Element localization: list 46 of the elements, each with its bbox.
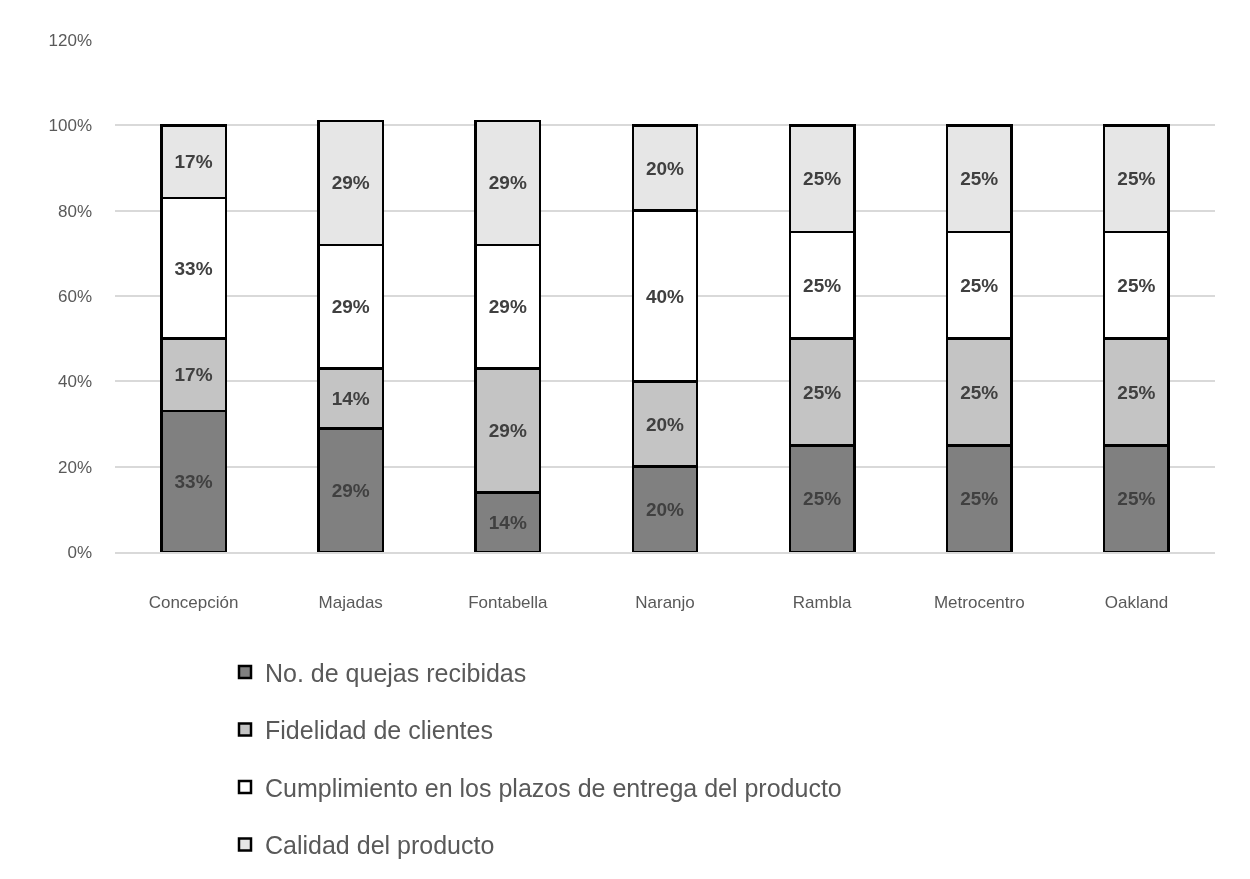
data-label: 25% <box>1117 274 1156 296</box>
data-label: 33% <box>174 257 213 279</box>
data-label: 17% <box>174 364 213 386</box>
y-tick-label: 40% <box>57 372 92 392</box>
data-label: 14% <box>331 387 370 409</box>
x-tick-label: Concepción <box>148 593 239 613</box>
legend-label: Calidad del producto <box>265 831 495 860</box>
legend-label: Cumplimiento en los plazos de entrega del producto <box>265 773 842 802</box>
y-tick-label: 20% <box>57 457 92 477</box>
data-label: 17% <box>174 151 213 173</box>
data-label: 25% <box>803 488 842 510</box>
x-tick-label: Fontabella <box>468 593 549 613</box>
legend-label: Fidelidad de clientes <box>265 716 493 745</box>
data-label: 25% <box>960 168 999 190</box>
y-tick-label: 100% <box>48 116 92 136</box>
data-label: 25% <box>803 381 842 403</box>
x-tick-label: Naranjo <box>635 593 695 613</box>
data-label: 29% <box>488 296 527 318</box>
legend-label: No. de quejas recibidas <box>265 658 527 687</box>
data-label: 29% <box>331 172 370 194</box>
data-label: 25% <box>960 274 999 296</box>
x-tick-label: Oakland <box>1104 593 1169 613</box>
data-label: 29% <box>488 419 527 441</box>
data-label: 25% <box>960 381 999 403</box>
x-tick-label: Majadas <box>318 593 383 613</box>
x-tick-label: Rambla <box>792 593 852 613</box>
data-label: 40% <box>645 285 685 307</box>
data-label: 14% <box>488 511 527 533</box>
data-label: 25% <box>960 488 999 510</box>
data-label: 29% <box>331 479 370 501</box>
data-label: 20% <box>645 157 685 179</box>
y-tick-label: 60% <box>57 286 92 306</box>
data-label: 20% <box>645 413 685 435</box>
data-label: 25% <box>803 168 842 190</box>
data-label: 25% <box>1117 168 1156 190</box>
y-tick-label: 120% <box>48 30 92 50</box>
x-tick-label: Metrocentro <box>933 593 1025 613</box>
data-label: 25% <box>1117 488 1156 510</box>
data-label: 29% <box>331 296 370 318</box>
data-label: 33% <box>174 471 213 493</box>
data-label: 20% <box>645 498 685 520</box>
data-label: 25% <box>1117 381 1156 403</box>
y-tick-label: 0% <box>67 542 92 562</box>
data-label: 25% <box>803 274 842 296</box>
data-label: 29% <box>488 172 527 194</box>
y-tick-label: 80% <box>57 201 92 221</box>
